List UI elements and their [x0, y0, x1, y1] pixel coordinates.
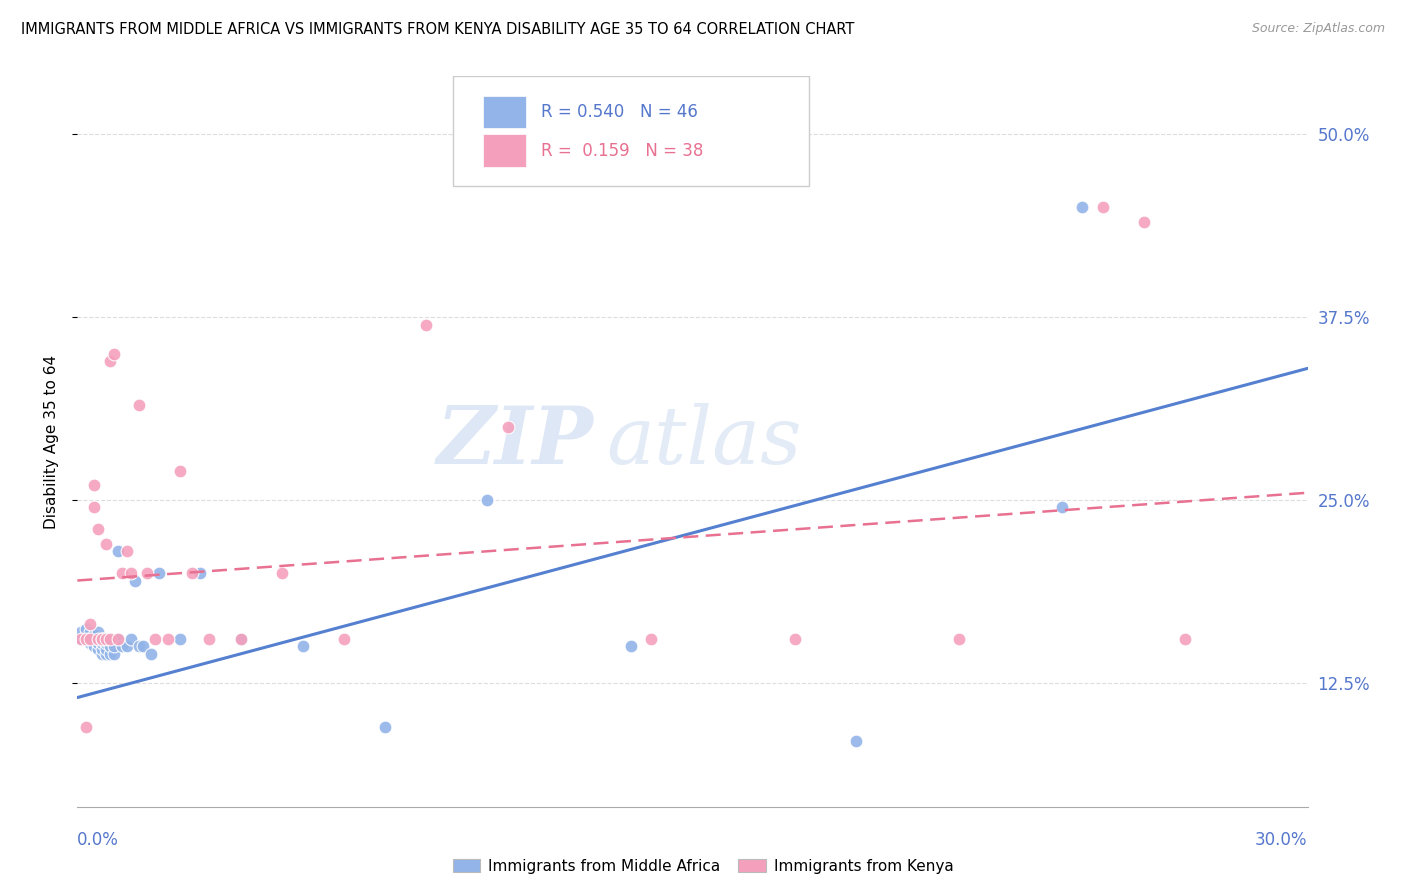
- Y-axis label: Disability Age 35 to 64: Disability Age 35 to 64: [44, 354, 59, 529]
- Point: [115, 640, 138, 654]
- Point: [231, 632, 253, 646]
- Point: [148, 566, 170, 581]
- Point: [75, 622, 97, 636]
- Point: [845, 734, 868, 748]
- Point: [333, 632, 356, 646]
- Point: [70, 632, 93, 646]
- Point: [620, 640, 643, 654]
- Point: [83, 632, 105, 646]
- Point: [291, 640, 314, 654]
- Point: [124, 574, 146, 588]
- Point: [79, 624, 101, 639]
- Point: [87, 632, 110, 646]
- Legend: Immigrants from Middle Africa, Immigrants from Kenya: Immigrants from Middle Africa, Immigrant…: [447, 853, 959, 880]
- Point: [141, 647, 163, 661]
- Point: [94, 632, 117, 646]
- Point: [94, 647, 117, 661]
- Point: [75, 632, 97, 646]
- Point: [90, 632, 114, 646]
- Point: [128, 640, 150, 654]
- Point: [496, 420, 519, 434]
- Point: [128, 398, 150, 412]
- Point: [107, 632, 129, 646]
- Point: [94, 636, 117, 650]
- Point: [87, 522, 110, 536]
- Point: [103, 640, 125, 654]
- Point: [181, 566, 204, 581]
- Point: [98, 647, 121, 661]
- Point: [79, 617, 101, 632]
- Point: [90, 636, 114, 650]
- Text: 30.0%: 30.0%: [1256, 831, 1308, 849]
- Point: [70, 624, 93, 639]
- Point: [1091, 201, 1114, 215]
- Point: [111, 566, 134, 581]
- Point: [87, 632, 110, 646]
- Point: [1050, 500, 1073, 515]
- Point: [83, 627, 105, 641]
- FancyBboxPatch shape: [453, 76, 810, 186]
- Point: [75, 720, 97, 734]
- Text: atlas: atlas: [606, 403, 801, 480]
- Point: [103, 647, 125, 661]
- Point: [79, 632, 101, 646]
- Point: [90, 642, 114, 657]
- Point: [169, 464, 191, 478]
- Point: [783, 632, 806, 646]
- Point: [136, 566, 159, 581]
- Point: [115, 544, 138, 558]
- Point: [90, 647, 114, 661]
- Point: [75, 632, 97, 646]
- Point: [111, 640, 134, 654]
- Point: [70, 632, 93, 646]
- Point: [90, 632, 114, 646]
- Point: [143, 632, 166, 646]
- Point: [98, 632, 121, 646]
- Point: [271, 566, 294, 581]
- Point: [231, 632, 253, 646]
- Text: R = 0.540   N = 46: R = 0.540 N = 46: [541, 103, 697, 121]
- Point: [79, 636, 101, 650]
- Point: [156, 632, 179, 646]
- Point: [98, 354, 121, 368]
- Point: [87, 624, 110, 639]
- Point: [90, 632, 114, 646]
- Point: [107, 632, 129, 646]
- Point: [169, 632, 191, 646]
- Point: [107, 544, 129, 558]
- Point: [477, 493, 499, 508]
- Point: [197, 632, 219, 646]
- Point: [75, 627, 97, 641]
- Bar: [484, 95, 526, 128]
- Point: [83, 478, 105, 492]
- Point: [94, 642, 117, 657]
- Point: [948, 632, 970, 646]
- Point: [415, 318, 437, 332]
- Point: [87, 642, 110, 657]
- Point: [83, 500, 105, 515]
- Bar: [484, 135, 526, 168]
- Text: R =  0.159   N = 38: R = 0.159 N = 38: [541, 142, 703, 160]
- Point: [1174, 632, 1197, 646]
- Text: ZIP: ZIP: [437, 403, 595, 480]
- Point: [79, 632, 101, 646]
- Point: [1071, 201, 1094, 215]
- Point: [188, 566, 212, 581]
- Text: Source: ZipAtlas.com: Source: ZipAtlas.com: [1251, 22, 1385, 36]
- Point: [94, 537, 117, 551]
- Text: 0.0%: 0.0%: [77, 831, 120, 849]
- Point: [374, 720, 396, 734]
- Point: [103, 347, 125, 361]
- Point: [132, 640, 155, 654]
- Point: [87, 636, 110, 650]
- Point: [98, 640, 121, 654]
- Point: [120, 632, 142, 646]
- Point: [640, 632, 662, 646]
- Point: [1132, 215, 1154, 229]
- Text: IMMIGRANTS FROM MIDDLE AFRICA VS IMMIGRANTS FROM KENYA DISABILITY AGE 35 TO 64 C: IMMIGRANTS FROM MIDDLE AFRICA VS IMMIGRA…: [21, 22, 855, 37]
- Point: [83, 640, 105, 654]
- Point: [120, 566, 142, 581]
